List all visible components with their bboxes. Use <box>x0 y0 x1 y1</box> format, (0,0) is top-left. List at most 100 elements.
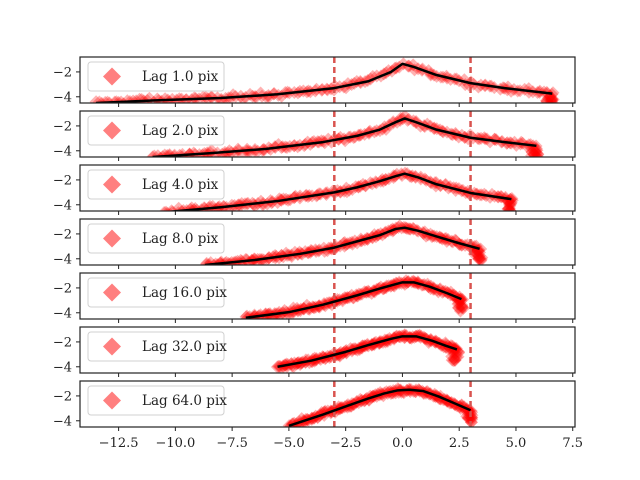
scatter-point <box>504 204 517 211</box>
scatter-point <box>270 360 284 373</box>
scatter-point <box>548 97 560 103</box>
scatter-point <box>520 139 534 153</box>
scatter-point <box>456 292 470 306</box>
panel-frame <box>79 56 576 104</box>
y-tick-label: −4 <box>53 414 72 429</box>
scatter-point <box>297 139 311 153</box>
scatter-point <box>511 84 525 98</box>
scatter-point <box>452 296 466 310</box>
scatter-points <box>239 274 470 319</box>
y-tick-label: −2 <box>53 227 72 242</box>
scatter-point <box>472 249 486 263</box>
x-axis: −12.5 −10.0 −7.5 −5.0 −2.5 0.0 2.5 5.0 7.5 <box>99 436 583 451</box>
legend-marker <box>103 67 121 86</box>
scatter-point <box>259 90 273 103</box>
legend-label: Lag 16.0 pix <box>142 285 227 301</box>
legend: Lag 4.0 pix <box>87 169 225 200</box>
scatter-point <box>92 95 106 103</box>
scatter-point <box>472 250 486 264</box>
scatter-point <box>530 143 544 157</box>
scatter-point <box>531 148 545 157</box>
scatter-point <box>448 353 462 367</box>
scatter-point <box>474 252 488 265</box>
scatter-point <box>487 132 501 146</box>
legend: Lag 1.0 pix <box>87 61 225 92</box>
scatter-point <box>284 307 298 319</box>
y-tick-label: −2 <box>53 173 72 188</box>
legend-box <box>87 331 225 362</box>
legend-marker <box>103 121 121 140</box>
scatter-point <box>540 94 554 103</box>
scatter-point <box>502 202 516 211</box>
y-tick-label: −2 <box>53 281 72 296</box>
scatter-point <box>147 149 161 157</box>
panel-frame <box>79 326 576 374</box>
scatter-point <box>247 252 261 265</box>
scatter-point <box>447 351 461 365</box>
scatter-points <box>270 328 466 373</box>
x-tick-label: 5.0 <box>506 436 527 451</box>
legend-label: Lag 32.0 pix <box>142 339 227 355</box>
scatter-point <box>204 256 218 265</box>
scatter-point <box>280 360 294 373</box>
scatter-point <box>544 90 557 103</box>
scatter-point <box>545 92 559 103</box>
scatter-point <box>456 301 470 315</box>
legend: Lag 32.0 pix <box>87 331 227 362</box>
scatter-point <box>545 96 559 103</box>
scatter-point <box>464 410 478 424</box>
scatter-point <box>452 301 466 315</box>
scatter-point <box>525 146 539 157</box>
scatter-point <box>328 132 342 146</box>
scatter-point <box>403 331 417 345</box>
x-tick-label: −12.5 <box>99 436 139 451</box>
scatter-point <box>199 258 213 265</box>
x-tick-label: 0.0 <box>392 436 413 451</box>
scatter-point <box>159 205 170 211</box>
fit-line <box>277 335 458 369</box>
legend-label: Lag 64.0 pix <box>142 393 227 409</box>
scatter-point <box>447 354 461 368</box>
scatter-point <box>474 254 488 265</box>
y-tick-label: −2 <box>53 335 72 350</box>
scatter-point <box>472 251 486 265</box>
scatter-point <box>503 204 517 211</box>
scatter-point <box>544 94 558 103</box>
scatter-point <box>304 244 318 258</box>
legend: Lag 8.0 pix <box>87 223 225 254</box>
scatter-point <box>243 87 257 101</box>
legend-box <box>87 115 225 146</box>
y-tick-label: −4 <box>53 360 72 375</box>
x-tick-label: −10.0 <box>155 436 195 451</box>
scatter-point <box>503 204 517 211</box>
scatter-point <box>451 297 465 311</box>
y-tick-label: −2 <box>53 119 72 134</box>
scatter-point <box>326 184 340 198</box>
y-tick-label: −4 <box>53 252 72 267</box>
legend-box <box>87 169 225 200</box>
scatter-point <box>540 95 554 103</box>
panel-frame <box>79 110 576 158</box>
panel-frame <box>79 164 576 212</box>
scatter-point <box>409 385 423 399</box>
scatter-point <box>470 248 484 262</box>
scatter-point <box>473 246 487 260</box>
scatter-point <box>397 385 411 399</box>
scatter-point <box>525 145 539 157</box>
scatter-point <box>465 412 479 426</box>
scatter-point <box>403 385 417 399</box>
scatter-point <box>314 134 328 148</box>
panel-lag-2-0-pix: −2 −4 Lag 2.0 pix <box>53 110 576 161</box>
panel-lag-4-0-pix: −2 −4 Lag 4.0 pix <box>53 164 576 215</box>
legend-box <box>87 61 225 92</box>
scatter-point <box>503 199 517 211</box>
scatter-point <box>262 90 276 103</box>
scatter-point <box>540 94 554 103</box>
fit-line <box>163 172 512 211</box>
legend-marker <box>103 229 121 248</box>
scatter-point <box>448 353 462 367</box>
scatter-point <box>528 145 542 157</box>
scatter-point <box>502 201 516 211</box>
legend-label: Lag 2.0 pix <box>142 123 219 139</box>
